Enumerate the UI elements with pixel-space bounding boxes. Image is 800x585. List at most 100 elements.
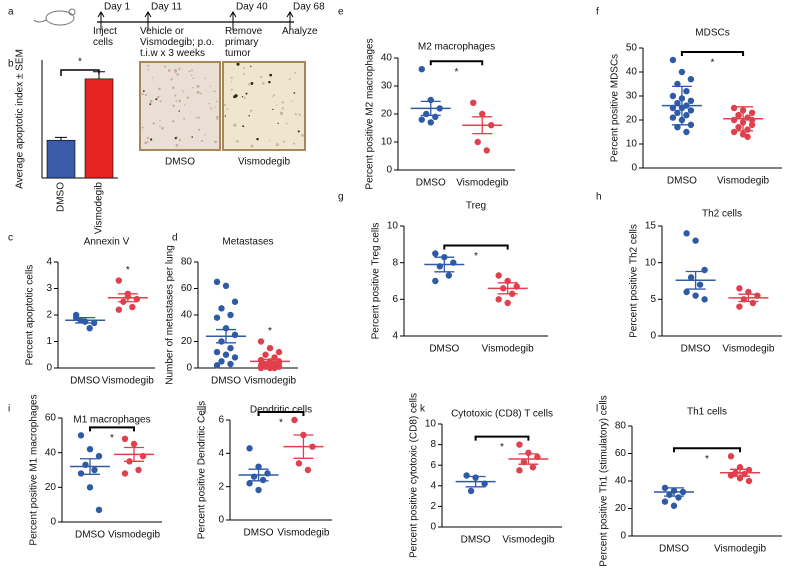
y-tick-label: 6	[218, 415, 224, 426]
texture-dot	[147, 64, 150, 67]
texture-dot	[273, 94, 276, 97]
chart-title: Annexin V	[84, 237, 130, 248]
mouse-ear	[68, 8, 76, 16]
texture-dot	[243, 67, 245, 70]
texture-dot	[216, 118, 218, 121]
data-point	[418, 116, 425, 123]
texture-dot	[250, 144, 254, 148]
texture-dot	[181, 89, 183, 92]
texture-dot	[230, 88, 233, 91]
error-bar	[420, 100, 441, 117]
data-point	[86, 446, 94, 453]
x-tick-label: DMSO	[461, 535, 491, 546]
y-tick-label: 10	[381, 137, 393, 148]
error-bar	[80, 458, 100, 475]
data-point	[495, 272, 502, 279]
y-tick-label: 60	[45, 413, 57, 424]
data-point	[218, 338, 225, 345]
texture-dot	[178, 110, 180, 112]
error-bar	[260, 358, 280, 365]
data-point	[222, 282, 230, 290]
data-point	[231, 354, 239, 361]
y-tick-label: 5	[650, 294, 656, 305]
texture-dot	[178, 68, 180, 71]
texture-dot	[288, 78, 291, 80]
texture-dot	[277, 122, 279, 125]
y-tick-label: 2	[218, 481, 224, 492]
data-point	[115, 277, 123, 284]
chart-title: MDSCs	[695, 28, 729, 39]
texture-dot	[141, 126, 144, 129]
data-point	[213, 362, 221, 369]
data-point	[670, 502, 678, 509]
y-axis-label: Percent positive MDSCs	[610, 54, 621, 162]
texture-dot	[199, 92, 202, 95]
data-point	[222, 351, 230, 358]
y-tick-label: 4	[46, 257, 52, 268]
texture-dot	[242, 125, 245, 128]
texture-dot	[256, 137, 259, 141]
texture-dot	[301, 133, 305, 137]
error-bar	[472, 116, 493, 135]
y-tick-label: 10	[387, 221, 399, 232]
data-point	[516, 467, 523, 474]
x-tick-label: Vismodegib	[714, 544, 767, 555]
data-point	[669, 104, 677, 112]
texture-dot	[192, 77, 195, 79]
texture-dot	[152, 122, 155, 125]
texture-dot	[275, 104, 278, 106]
data-point	[91, 466, 98, 474]
y-tick-label: 20	[626, 115, 638, 126]
texture-dot	[243, 96, 246, 99]
y-tick-label: 0	[386, 165, 392, 176]
texture-dot	[151, 77, 153, 79]
data-point	[227, 311, 234, 319]
data-point	[736, 303, 743, 310]
panel-label: f	[596, 7, 599, 18]
texture-dot	[192, 86, 194, 89]
data-point	[744, 126, 751, 133]
texture-dot	[285, 122, 288, 125]
data-point	[748, 109, 756, 117]
texture-dot	[191, 136, 193, 138]
panel-label: a	[8, 7, 14, 18]
y-axis-label: Percent positive cytotoxic (CD8) cells	[409, 393, 420, 558]
significance-bracket	[673, 447, 741, 453]
timeline-day: Day 1	[104, 2, 131, 13]
y-tick-label: 40	[181, 310, 193, 321]
data-point	[121, 435, 129, 442]
data-point	[516, 441, 523, 448]
texture-dot	[281, 107, 285, 110]
chart-title: Th1 cells	[687, 407, 727, 418]
x-tick-label: Vismodegib	[456, 178, 509, 189]
data-point	[744, 133, 751, 140]
texture-dot	[149, 103, 152, 106]
error-bar	[664, 487, 684, 497]
y-tick-label: 2	[430, 501, 436, 512]
texture-dot	[209, 107, 212, 110]
texture-dot	[291, 100, 294, 102]
texture-dot	[178, 138, 182, 142]
y-tick-label: 30	[626, 91, 638, 102]
data-point	[213, 278, 221, 286]
significance-bracket	[429, 60, 484, 66]
texture-dot	[149, 99, 153, 103]
y-tick-label: 20	[45, 482, 57, 493]
significance-bracket	[474, 435, 530, 441]
timeline-day: Day 68	[293, 2, 325, 13]
x-tick-label: DMSO	[659, 544, 689, 555]
y-tick-label: 80	[615, 421, 627, 432]
x-tick-label: Vismodegib	[102, 376, 155, 387]
texture-dot	[186, 96, 190, 99]
data-point	[745, 466, 753, 474]
data-point	[669, 92, 677, 100]
significance-label: *	[268, 326, 272, 337]
texture-dot	[150, 138, 153, 141]
texture-dot	[198, 128, 201, 131]
texture-dot	[275, 143, 279, 147]
data-point	[467, 487, 475, 495]
data-point	[674, 100, 681, 107]
error-bar	[117, 293, 138, 303]
data-point	[77, 432, 85, 439]
data-point	[231, 298, 239, 305]
